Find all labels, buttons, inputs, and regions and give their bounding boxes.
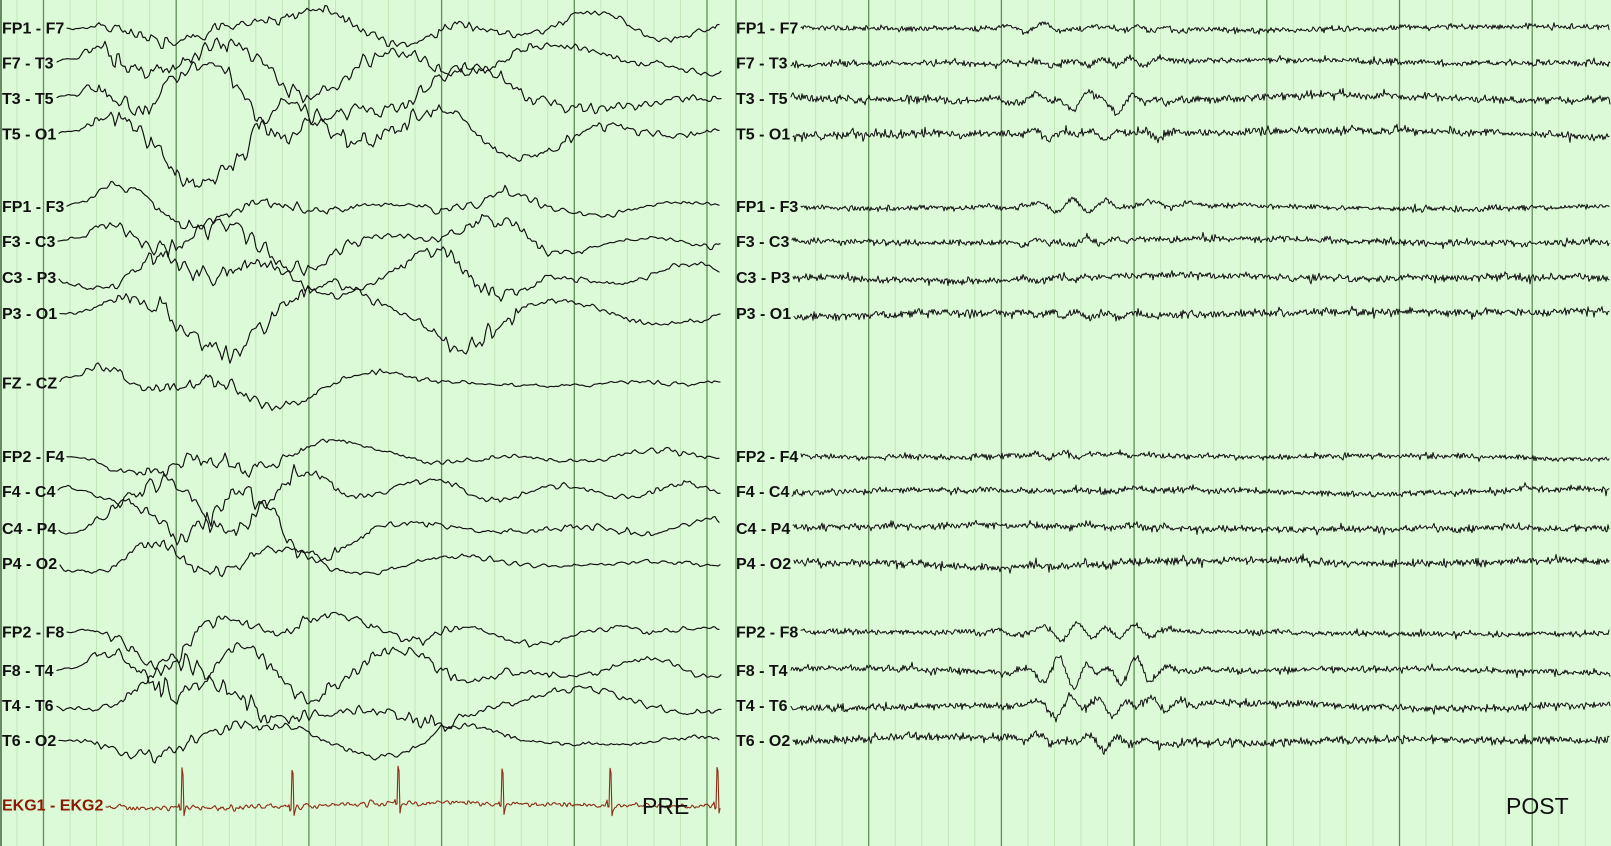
svg-text:P4 - O2: P4 - O2 [2, 556, 57, 573]
svg-text:T4 - T6: T4 - T6 [2, 698, 54, 715]
svg-text:FP1 - F7: FP1 - F7 [2, 21, 64, 38]
svg-text:C3 - P3: C3 - P3 [2, 270, 56, 287]
svg-text:P3 - O1: P3 - O1 [736, 306, 791, 323]
svg-text:POST: POST [1506, 793, 1569, 819]
svg-text:FP2 - F4: FP2 - F4 [736, 449, 798, 466]
svg-text:F4 - C4: F4 - C4 [736, 484, 789, 501]
svg-text:F8 - T4: F8 - T4 [736, 663, 788, 680]
svg-text:T3 - T5: T3 - T5 [2, 91, 54, 108]
svg-text:P4 - O2: P4 - O2 [736, 556, 791, 573]
svg-text:T5 - O1: T5 - O1 [736, 127, 790, 144]
svg-text:FP1 - F3: FP1 - F3 [736, 199, 798, 216]
svg-text:FP1 - F7: FP1 - F7 [736, 21, 798, 38]
svg-text:F7 - T3: F7 - T3 [736, 55, 788, 72]
svg-text:C4 - P4: C4 - P4 [736, 521, 790, 538]
svg-text:FP2 - F8: FP2 - F8 [2, 625, 64, 642]
svg-text:T4 - T6: T4 - T6 [736, 698, 788, 715]
svg-text:T6 - O2: T6 - O2 [2, 733, 56, 750]
svg-text:PRE: PRE [642, 793, 689, 819]
svg-text:F3 - C3: F3 - C3 [736, 234, 789, 251]
svg-text:T3 - T5: T3 - T5 [736, 91, 788, 108]
svg-text:F8 - T4: F8 - T4 [2, 663, 54, 680]
svg-text:FP2 - F4: FP2 - F4 [2, 449, 64, 466]
svg-text:P3 - O1: P3 - O1 [2, 306, 57, 323]
svg-text:F4 - C4: F4 - C4 [2, 484, 55, 501]
svg-text:C4 - P4: C4 - P4 [2, 521, 56, 538]
svg-text:F3 - C3: F3 - C3 [2, 234, 55, 251]
svg-text:T6 - O2: T6 - O2 [736, 733, 790, 750]
svg-text:FZ - CZ: FZ - CZ [2, 376, 57, 393]
svg-text:C3 - P3: C3 - P3 [736, 270, 790, 287]
svg-text:FP1 - F3: FP1 - F3 [2, 199, 64, 216]
svg-text:F7 - T3: F7 - T3 [2, 55, 54, 72]
svg-text:T5 - O1: T5 - O1 [2, 127, 56, 144]
svg-text:EKG1 - EKG2: EKG1 - EKG2 [2, 798, 103, 815]
svg-text:FP2 - F8: FP2 - F8 [736, 625, 798, 642]
